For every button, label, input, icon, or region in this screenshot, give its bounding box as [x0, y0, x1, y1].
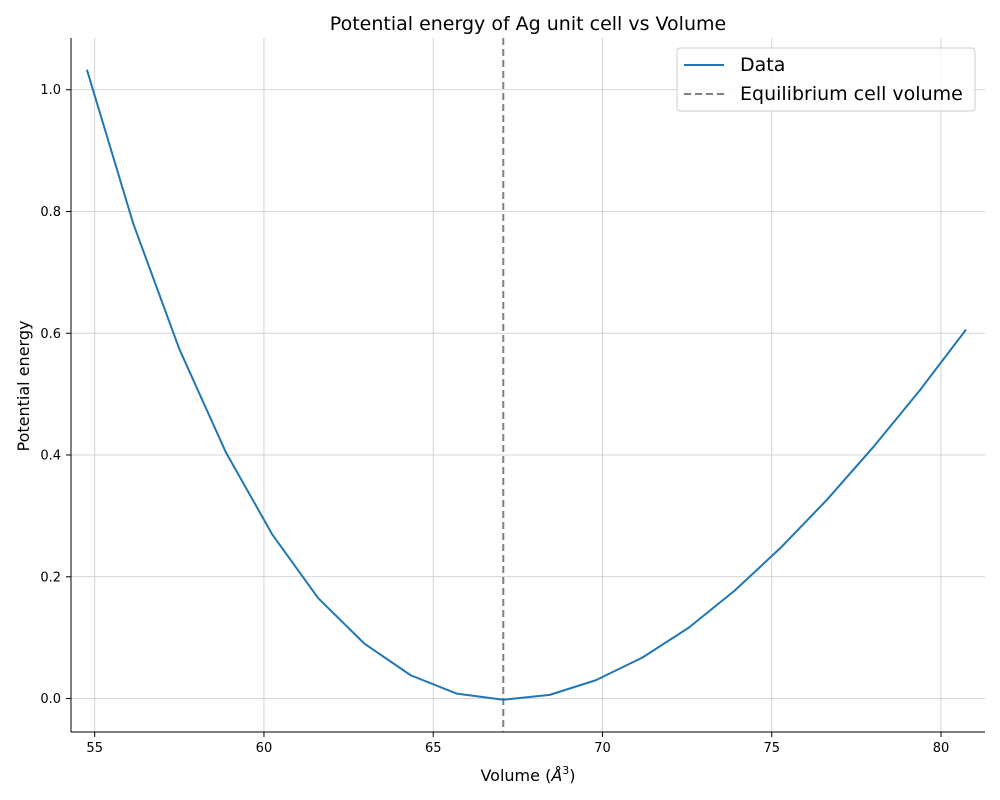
x-tick-label-3: 70 [594, 741, 611, 756]
x-tick-label-5: 80 [933, 741, 950, 756]
data-series-line [85, 69, 967, 701]
y-tick-label-4: 0.8 [40, 205, 61, 220]
x-tick-label-1: 60 [256, 741, 273, 756]
x-axis-label: Volume (Å3) [480, 764, 575, 785]
y-tick-label-3: 0.6 [40, 327, 61, 342]
legend-label-data: Data [740, 54, 785, 76]
y-tick-label-1: 0.2 [40, 570, 61, 585]
series-layer [85, 38, 967, 732]
y-tick-label-2: 0.4 [40, 449, 61, 464]
x-ticks: 55 60 65 70 75 80 [86, 732, 949, 756]
y-tick-label-5: 1.0 [40, 83, 61, 98]
grid-lines [71, 38, 985, 732]
y-tick-label-0: 0.0 [40, 692, 61, 707]
legend-label-equilibrium: Equilibrium cell volume [740, 83, 963, 105]
legend: Data Equilibrium cell volume [676, 47, 976, 112]
legend-box [676, 47, 976, 112]
y-ticks: 0.0 0.2 0.4 0.6 0.8 1.0 [40, 83, 71, 707]
x-tick-label-2: 65 [425, 741, 442, 756]
x-tick-label-4: 75 [763, 741, 780, 756]
x-tick-label-0: 55 [86, 741, 103, 756]
chart-title: Potential energy of Ag unit cell vs Volu… [330, 13, 726, 35]
y-axis-label: Potential energy [14, 321, 33, 452]
